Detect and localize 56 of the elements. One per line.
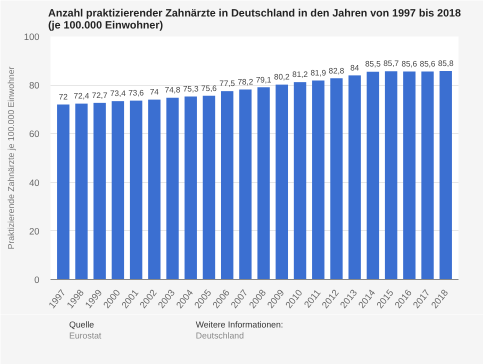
data-label: 81,9 [310,68,327,78]
bar [93,102,106,280]
text: Weitere Informationen: [196,320,284,330]
bar [403,71,416,280]
bar [294,82,306,280]
data-label: 84 [350,63,360,72]
data-label: 78,2 [238,77,254,86]
data-label: 72,4 [74,92,90,101]
data-label: 75,3 [182,84,200,94]
data-label: 80,2 [274,72,290,82]
data-label: 75,6 [201,84,218,93]
bar [366,72,380,280]
bar [384,71,398,280]
data-label: 77,5 [219,79,236,88]
data-label: 85,6 [402,59,418,68]
bar [202,96,216,280]
data-label: 74 [150,88,160,97]
text: Deutschland [196,330,244,340]
y-tick-label: 0 [34,275,40,285]
data-label: 79,1 [256,75,272,84]
bar [166,98,179,280]
text: Eurostat [69,330,102,340]
bar [440,71,452,280]
y-tick-label: 20 [29,226,40,236]
y-tick-label: 100 [24,32,40,42]
bar [148,100,161,280]
data-label: 82,8 [328,66,345,76]
bar [184,96,197,280]
bar [239,89,252,280]
data-label: 74,8 [164,86,181,95]
bar [257,87,270,280]
data-label: 72 [58,92,68,102]
bar [330,78,343,280]
data-label: 73,4 [110,89,126,98]
y-tick-label: 40 [29,178,40,188]
text: Quelle [69,320,94,330]
bar [112,101,124,280]
bar [348,75,361,280]
data-label: 72,7 [92,90,108,100]
data-label: 81,2 [292,70,308,80]
chart-title: Anzahl praktizierender Zahnärzte in Deutschland in den Jahren von 1997 bis 2018 (je 100.000 Einwohner) [48,8,461,32]
bar [312,80,324,280]
y-axis-title: Praktizierende Zahnärzte je 100.000 Einwohner [6,66,16,250]
bar [276,84,288,280]
bar [220,91,234,280]
data-label: 85,6 [420,59,436,68]
data-label: 85,7 [383,59,400,68]
bar [130,100,142,280]
bar [75,104,88,280]
bar [57,104,70,280]
y-tick-label: 60 [29,129,40,140]
y-tick-label: 80 [29,80,40,91]
data-label: 85,8 [438,59,454,68]
bar [421,71,434,280]
data-label: 73,6 [128,88,144,98]
data-label: 85,5 [365,60,382,69]
